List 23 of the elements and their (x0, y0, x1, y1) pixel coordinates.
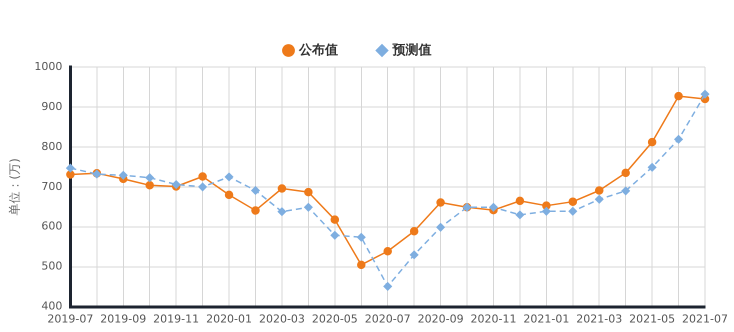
x-tick-label: 2021-05 (629, 312, 676, 326)
y-tick-label: 900 (41, 100, 62, 113)
x-tick-label: 2020-07 (364, 312, 411, 326)
legend-label: 预测值 (392, 42, 432, 58)
x-tick-label: 2019-07 (47, 312, 94, 326)
legend-label: 公布值 (298, 42, 338, 58)
x-tick-label: 2020-03 (258, 312, 305, 326)
y-axis-title: 单位：(万) (7, 158, 22, 216)
y-tick-label: 600 (41, 220, 62, 233)
y-tick-label: 500 (41, 260, 62, 273)
x-tick-label: 2020-09 (418, 312, 464, 326)
x-tick-label: 2019-09 (100, 312, 146, 326)
x-tick-label: 2020-05 (312, 312, 358, 326)
y-tick-label: 400 (41, 300, 62, 313)
x-tick-label: 2021-07 (682, 312, 728, 326)
x-tick-label: 2020-01 (206, 312, 252, 326)
x-tick-label: 2021-03 (576, 312, 622, 326)
y-tick-label: 700 (41, 180, 62, 193)
x-tick-label: 2019-11 (153, 312, 200, 326)
y-tick-label: 1000 (34, 60, 62, 73)
y-tick-label: 800 (41, 140, 62, 153)
x-tick-label: 2020-11 (470, 312, 516, 326)
x-tick-label: 2021-01 (523, 312, 570, 326)
